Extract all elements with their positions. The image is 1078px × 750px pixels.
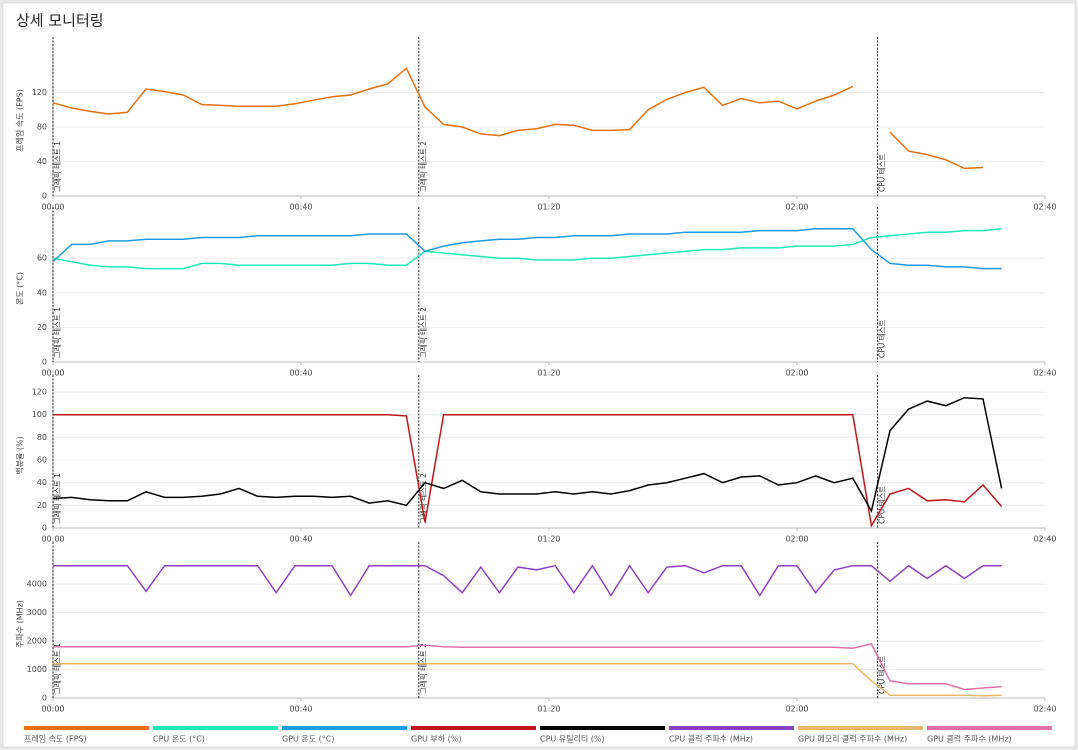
y-tick-label: 80: [37, 433, 47, 442]
y-tick-label: 60: [37, 254, 47, 263]
legend-label: GPU 메모리 클럭 주파수 (MHz): [798, 734, 907, 744]
y-tick-label: 20: [37, 501, 47, 510]
y-tick-label: 1000: [27, 665, 47, 674]
annotation-label: 그래픽 테스트 2: [418, 307, 428, 358]
series-line: [53, 413, 1003, 528]
annotation-label: CPU 테스트: [878, 656, 887, 694]
x-tick-label: 02:40: [1033, 203, 1056, 212]
x-tick-label: 00:40: [289, 535, 312, 544]
legend-label: GPU 온도 (°C): [282, 735, 335, 744]
annotation-label: 그래픽 테스트 2: [418, 643, 428, 694]
y-tick-label: 2000: [27, 637, 47, 646]
x-tick-label: 01:20: [537, 369, 560, 378]
x-tick-label: 00:40: [289, 369, 312, 378]
legend-swatch: [411, 726, 536, 730]
series-line: [52, 228, 1002, 270]
y-tick-label: 0: [42, 694, 47, 703]
annotation-label: 그래픽 테스트 2: [418, 141, 428, 192]
legend-swatch: [927, 726, 1052, 730]
legend-swatch: [798, 726, 923, 730]
y-tick-label: 40: [37, 288, 47, 297]
page-title: 상세 모니터링: [16, 12, 104, 30]
x-tick-label: 02:40: [1033, 705, 1056, 714]
x-tick-label: 02:00: [785, 369, 808, 378]
y-tick-label: 60: [37, 456, 47, 465]
x-tick-label: 00:00: [41, 535, 64, 544]
x-tick-label: 01:20: [537, 203, 560, 212]
x-tick-label: 02:00: [785, 203, 808, 212]
annotation-label: 그래픽 테스트 1: [52, 643, 62, 694]
legend-swatch: [153, 726, 278, 730]
y-tick-label: 100: [32, 410, 47, 419]
x-tick-label: 02:00: [785, 535, 808, 544]
legend-swatch: [24, 726, 149, 730]
x-tick-label: 02:40: [1033, 535, 1056, 544]
y-axis-label: 온도 (°C): [16, 272, 25, 305]
y-tick-label: 40: [37, 478, 47, 487]
y-tick-label: 20: [37, 323, 47, 332]
annotation-label: CPU 테스트: [878, 154, 887, 192]
x-tick-label: 02:40: [1033, 369, 1056, 378]
x-tick-label: 01:20: [537, 535, 560, 544]
legend-label: GPU 부하 (%): [411, 734, 462, 744]
annotation-label: 그래픽 테스트 1: [52, 307, 62, 358]
x-tick-label: 00:00: [41, 705, 64, 714]
y-tick-label: 120: [32, 388, 47, 397]
x-tick-label: 01:20: [537, 705, 560, 714]
legend-label: CPU 온도 (°C): [153, 735, 205, 744]
legend-label: CPU 클럭 주파수 (MHz): [669, 734, 753, 744]
y-tick-label: 40: [37, 157, 47, 166]
legend-label: CPU 유틸리티 (%): [540, 734, 605, 744]
y-tick-label: 4000: [27, 580, 47, 589]
series-line: [53, 663, 1002, 697]
annotation-label: 그래픽 테스트 2: [418, 473, 428, 524]
y-axis-label: 프레임 속도 (FPS): [16, 89, 25, 152]
series-line: [52, 396, 1003, 514]
legend-swatch: [669, 726, 794, 730]
series-line: [53, 564, 1002, 597]
y-tick-label: 0: [42, 358, 47, 367]
y-tick-label: 120: [32, 88, 47, 97]
series-line: [52, 67, 984, 170]
y-axis-label: 주파수 (MHz): [16, 600, 25, 648]
legend-swatch: [540, 726, 665, 730]
legend-label: 프레임 속도 (FPS): [24, 735, 87, 744]
series-line: [52, 228, 1002, 270]
annotation-label: 그래픽 테스트 1: [52, 141, 62, 192]
x-tick-label: 00:40: [289, 203, 312, 212]
annotation-label: CPU 테스트: [878, 486, 887, 524]
annotation-label: CPU 테스트: [878, 320, 887, 358]
x-tick-label: 00:40: [289, 705, 312, 714]
y-tick-label: 80: [37, 122, 47, 131]
y-tick-label: 3000: [27, 608, 47, 617]
series-line: [53, 643, 1002, 691]
y-axis-label: 백분율 (%): [15, 436, 25, 474]
y-tick-label: 0: [42, 192, 47, 201]
legend-label: GPU 클럭 주파수 (MHz): [927, 734, 1012, 744]
legend-swatch: [282, 726, 407, 730]
x-tick-label: 02:00: [785, 705, 808, 714]
y-tick-label: 0: [42, 524, 47, 533]
x-tick-label: 00:00: [41, 369, 64, 378]
